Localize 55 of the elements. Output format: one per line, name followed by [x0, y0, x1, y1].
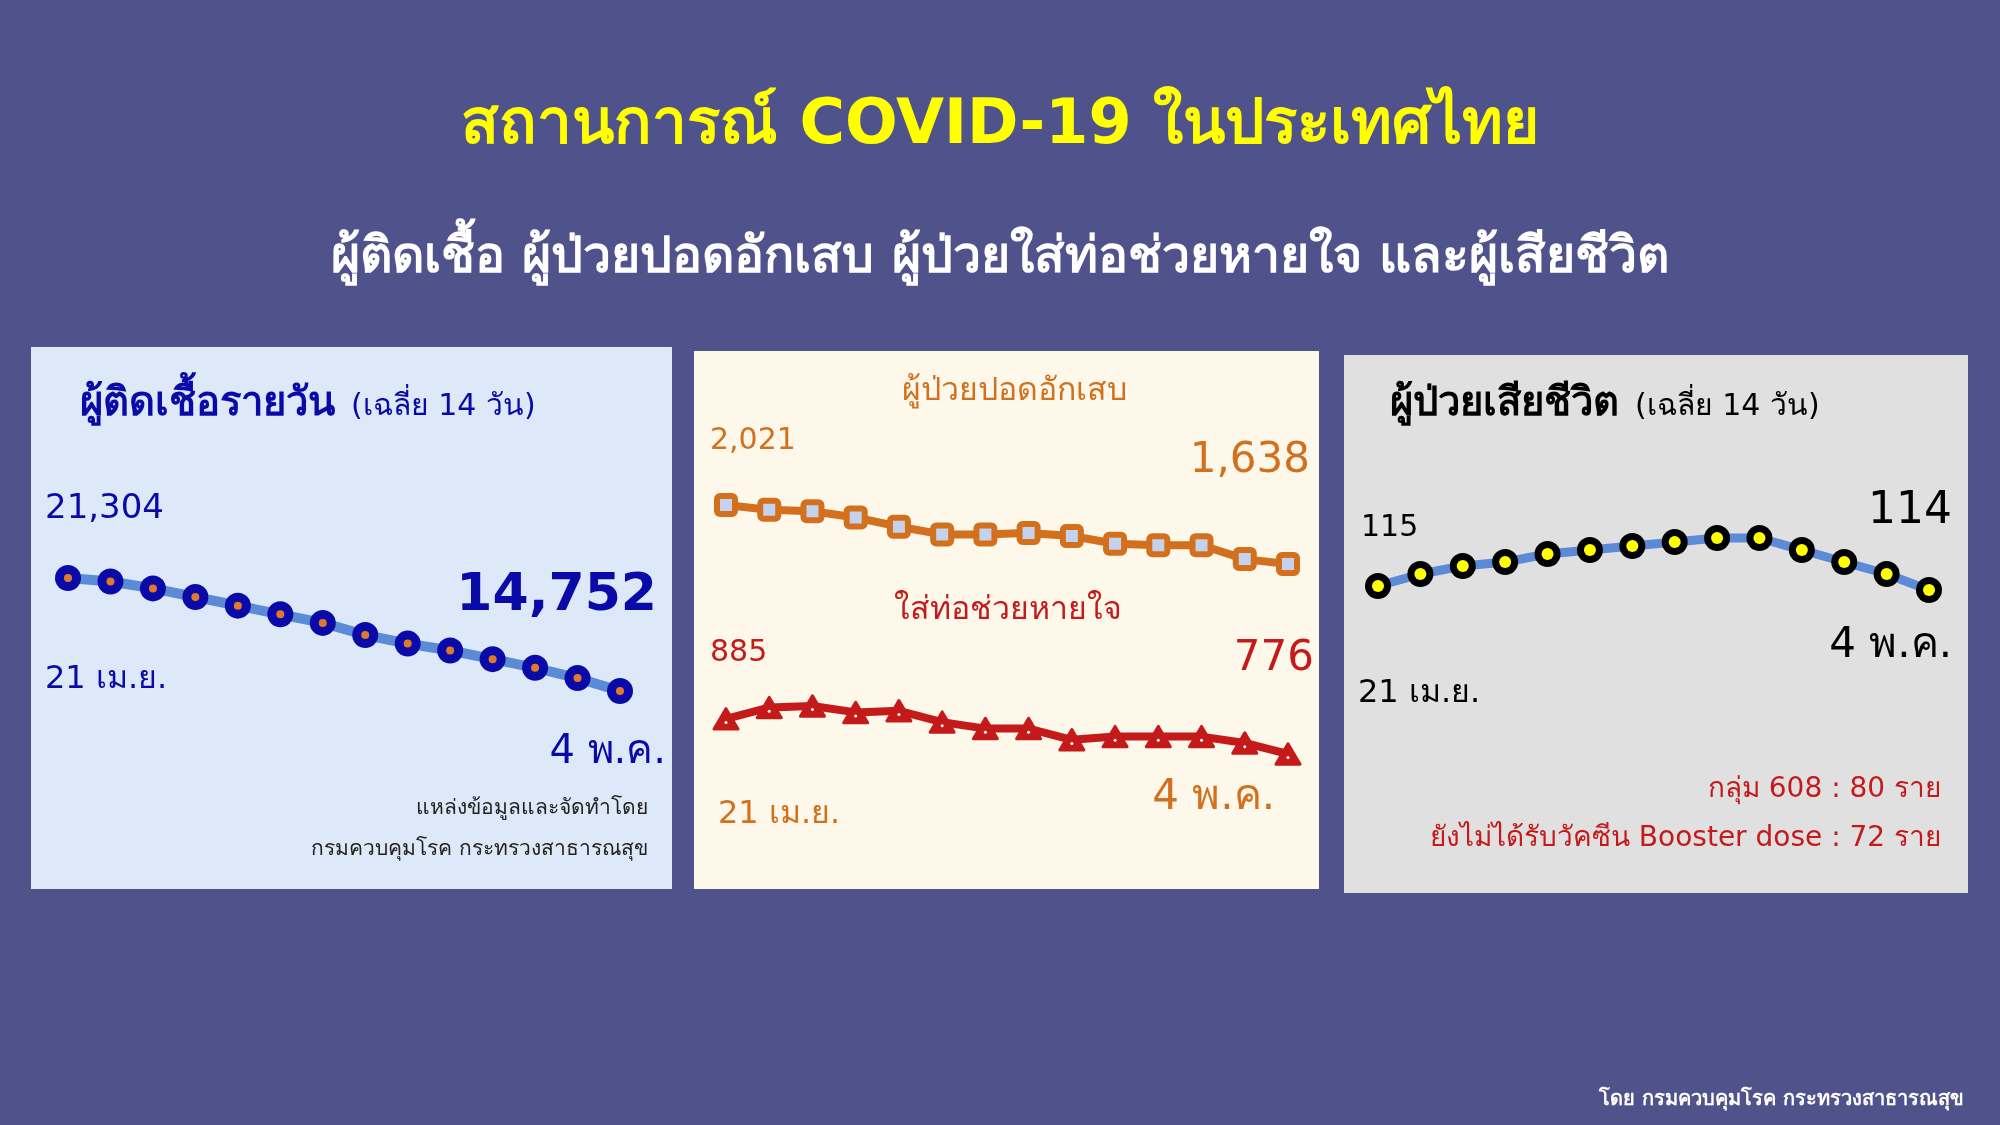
chart-subtitle: (เฉลี่ย 14 วัน) — [351, 384, 536, 422]
text: 4 พ.ค. — [1829, 618, 1952, 667]
point — [1015, 716, 1043, 741]
text: 21 เม.ย. — [1358, 672, 1481, 710]
data-label: 115 — [1361, 508, 1419, 543]
point — [928, 710, 956, 734]
point — [842, 700, 870, 725]
point — [930, 522, 955, 547]
text: ผู้ป่วยปอดอักเสบ — [901, 370, 1127, 409]
data-label: 2,021 — [710, 421, 796, 456]
point — [755, 695, 783, 720]
point — [1146, 533, 1171, 558]
point — [800, 499, 825, 524]
point — [843, 505, 868, 530]
point — [1016, 520, 1041, 545]
data-label: 776 — [1233, 631, 1314, 680]
point — [712, 707, 740, 731]
point — [1232, 547, 1257, 572]
text: ยังไม่ได้รับวัคซีน Booster dose : 72 ราย — [1429, 820, 1941, 853]
annotation: 21 เม.ย. — [45, 658, 168, 696]
point — [1189, 533, 1214, 558]
point — [1101, 724, 1129, 749]
point — [1276, 552, 1300, 576]
text: 4 พ.ค. — [1152, 770, 1275, 819]
point — [1059, 523, 1084, 548]
data-label: 21,304 — [45, 486, 164, 526]
point — [1144, 724, 1172, 749]
point — [798, 694, 826, 718]
text: กลุ่ม 608 : 80 ราย — [1707, 771, 1941, 805]
text: 4 พ.ค. — [549, 726, 666, 772]
point — [1103, 531, 1128, 556]
point — [1231, 731, 1259, 755]
chart-title: ผู้ติดเชื้อรายวัน — [80, 372, 335, 426]
point — [885, 699, 913, 723]
text: 21 เม.ย. — [718, 793, 841, 831]
point — [1058, 728, 1086, 752]
point — [1274, 742, 1302, 766]
point — [886, 514, 911, 539]
text: ผู้ติดเชื้อ ผู้ป่วยปอดอักเสบ ผู้ป่วยใส่ท่อช่วยหายใจ และผู้เสียชีวิต — [330, 218, 1670, 286]
point — [714, 493, 738, 517]
text: แหล่งข้อมูลและจัดทำโดย — [416, 795, 648, 820]
text: กรมควบคุมโรค กระทรวงสาธารณสุข — [311, 836, 648, 861]
point — [973, 522, 998, 547]
data-label: 14,752 — [456, 562, 657, 622]
point — [971, 716, 999, 741]
data-label: 114 — [1868, 482, 1952, 533]
chart-title: ผู้ป่วยเสียชีวิต — [1390, 378, 1619, 426]
text: สถานการณ์ COVID-19 ในประเทศไทย — [460, 85, 1540, 158]
data-label: 1,638 — [1189, 433, 1310, 482]
chart-subtitle: (เฉลี่ย 14 วัน) — [1635, 384, 1820, 422]
text: โดย กรมควบคุมโรค กระทรวงสาธารณสุข — [1598, 1086, 1964, 1111]
text: ใส่ท่อช่วยหายใจ — [894, 589, 1122, 627]
data-label: 885 — [710, 633, 768, 668]
point — [1188, 724, 1216, 749]
point — [757, 497, 782, 522]
